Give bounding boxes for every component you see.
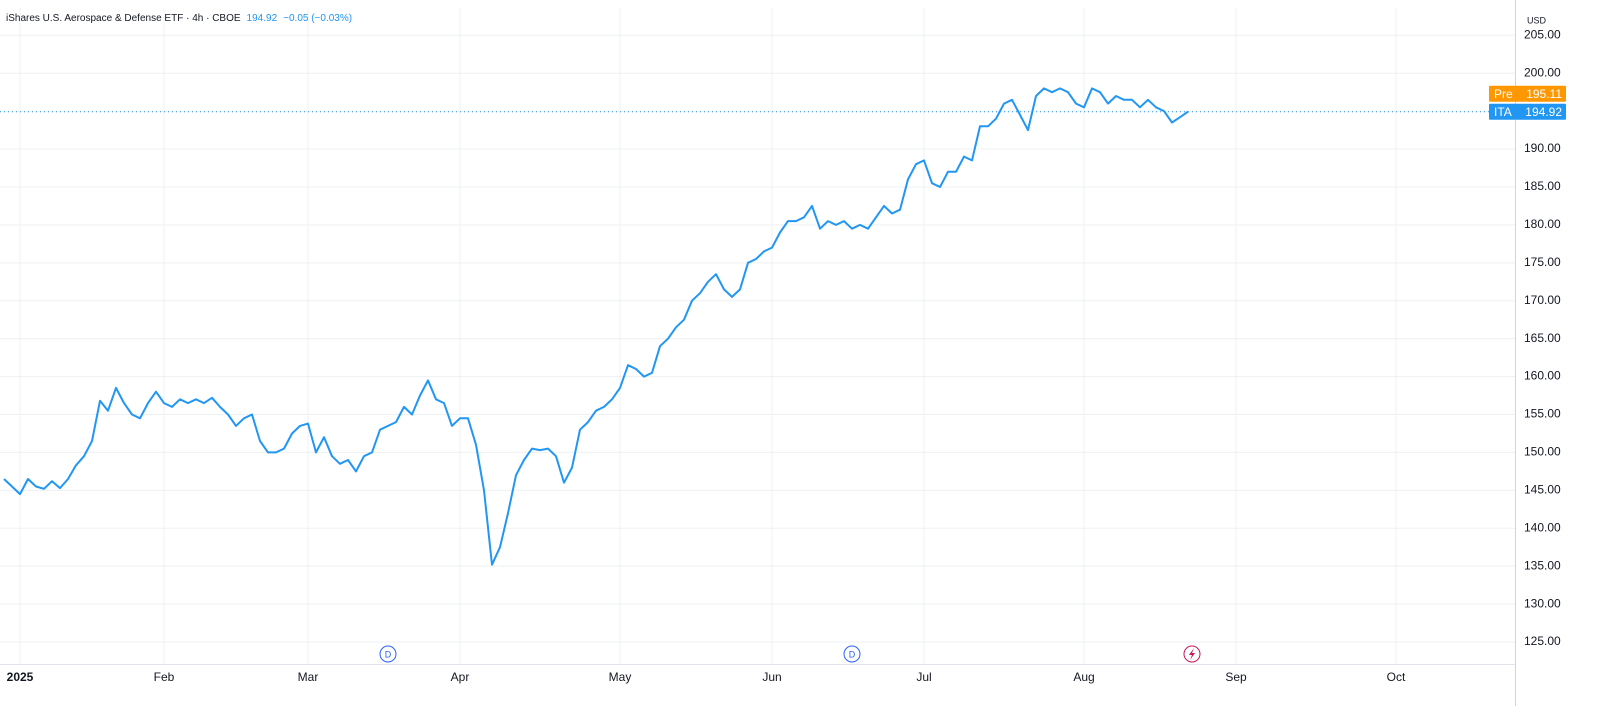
y-tick-label: 125.00 <box>1524 634 1561 648</box>
event-label: D <box>849 649 856 659</box>
legend-header: iShares U.S. Aerospace & Defense ETF · 4… <box>6 13 358 24</box>
price-tag <box>1489 103 1566 120</box>
y-tick-label: 185.00 <box>1524 179 1561 193</box>
y-tick-label: 130.00 <box>1524 596 1561 610</box>
y-tick-label: 140.00 <box>1524 520 1561 534</box>
y-tick-label: 200.00 <box>1524 65 1561 79</box>
earnings-marker <box>1183 645 1201 663</box>
y-tick-label: 165.00 <box>1524 331 1561 345</box>
y-tick-label: 160.00 <box>1524 369 1561 383</box>
event-label: D <box>385 649 392 659</box>
price-line <box>3 87 1189 566</box>
price-tag-value: 195.11 <box>1526 87 1562 101</box>
price-tag-name: ITA <box>1494 105 1512 119</box>
x-tick-label: 2025 <box>7 670 34 684</box>
price-change: −0.05 (−0.03%) <box>283 13 353 24</box>
x-tick-label: Sep <box>1225 670 1247 684</box>
earnings-bolt <box>1189 648 1195 660</box>
last-price: 194.92 <box>246 13 278 24</box>
x-tick-label: Mar <box>298 670 319 684</box>
event-marker <box>379 645 397 663</box>
y-tick-label: 135.00 <box>1524 558 1561 572</box>
x-tick-label: Jun <box>762 670 781 684</box>
y-tick-label: 155.00 <box>1524 407 1561 421</box>
event-marker <box>843 645 861 663</box>
y-tick-label: 205.00 <box>1524 27 1561 41</box>
x-tick-label: Feb <box>154 670 175 684</box>
price-tag-name: Pre <box>1494 87 1513 101</box>
y-tick-label: 150.00 <box>1524 445 1561 459</box>
x-tick-label: Jul <box>916 670 931 684</box>
price-tag-value: 194.92 <box>1525 105 1562 119</box>
y-tick-label: 145.00 <box>1524 483 1561 497</box>
y-tick-label: 190.00 <box>1524 141 1561 155</box>
y-tick-label: 170.00 <box>1524 293 1561 307</box>
x-tick-label: May <box>609 670 632 684</box>
x-tick-label: Oct <box>1387 670 1406 684</box>
price-tag <box>1489 85 1566 102</box>
y-tick-label: 175.00 <box>1524 255 1561 269</box>
currency-label: USD <box>1527 15 1547 25</box>
x-tick-label: Apr <box>451 670 470 684</box>
x-tick-label: Aug <box>1073 670 1094 684</box>
y-tick-label: 180.00 <box>1524 217 1561 231</box>
symbol-title: iShares U.S. Aerospace & Defense ETF · 4… <box>6 13 241 24</box>
